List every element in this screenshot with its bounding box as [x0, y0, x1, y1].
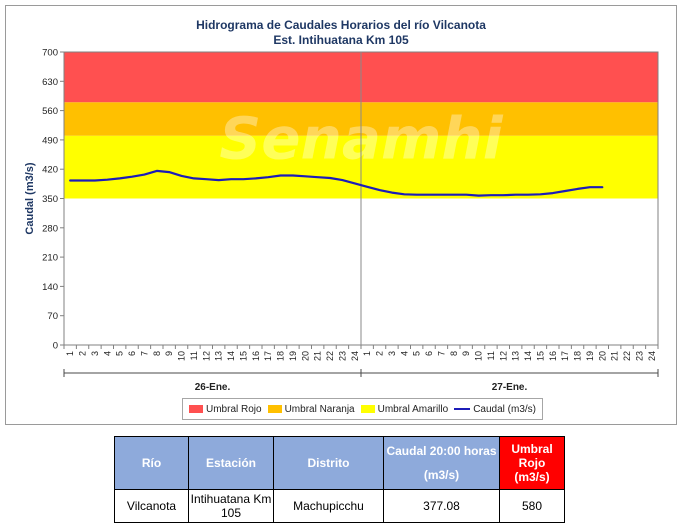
- x-tick-label: 16: [251, 351, 261, 361]
- day-label: 26-Ene.: [195, 382, 231, 393]
- legend-label-rojo: Umbral Rojo: [206, 403, 262, 415]
- y-tick-label: 70: [47, 311, 58, 322]
- x-tick-label: 1: [362, 351, 372, 356]
- x-tick-label: 17: [560, 351, 570, 361]
- legend-label-amarillo: Umbral Amarillo: [377, 403, 449, 415]
- y-tick-label: 210: [42, 253, 58, 264]
- station-info-table: Río Estación Distrito Caudal 20:00 horas…: [114, 436, 565, 523]
- y-tick-label: 560: [42, 106, 58, 117]
- x-tick-label: 18: [573, 351, 583, 361]
- x-tick-label: 22: [622, 351, 632, 361]
- legend-line-caudal: [454, 408, 471, 410]
- day-label: 27-Ene.: [492, 382, 528, 393]
- x-tick-label: 7: [139, 351, 149, 356]
- chart-title-line-1: Hidrograma de Caudales Horarios del río …: [196, 18, 486, 32]
- x-tick-label: 9: [461, 351, 471, 356]
- x-tick-label: 9: [164, 351, 174, 356]
- cell-umbral: 580: [499, 489, 565, 523]
- x-tick-label: 22: [325, 351, 335, 361]
- y-tick-label: 350: [42, 194, 58, 205]
- cell-estacion: Intihuatana Km 105: [188, 489, 274, 523]
- legend-item-umbral-amarillo: Umbral Amarillo: [360, 403, 449, 415]
- header-umbral-unit: (m3/s): [514, 470, 550, 484]
- x-tick-label: 20: [300, 351, 310, 361]
- x-tick-label: 23: [337, 351, 347, 361]
- x-tick-label: 19: [585, 351, 595, 361]
- header-caudal: Caudal 20:00 horas (m3/s): [383, 436, 500, 490]
- x-tick-label: 21: [313, 351, 323, 361]
- chart-title-line-2: Est. Intihuatana Km 105: [273, 33, 409, 47]
- x-tick-label: 15: [535, 351, 545, 361]
- legend-item-caudal: Caudal (m3/s): [454, 404, 536, 415]
- x-tick-label: 24: [647, 351, 657, 361]
- x-tick-label: 3: [387, 351, 397, 356]
- y-tick-label: 420: [42, 165, 58, 176]
- x-tick-label: 12: [201, 351, 211, 361]
- legend-swatch-rojo: [189, 405, 203, 413]
- cell-rio: Vilcanota: [114, 489, 189, 523]
- chart-title: Hidrograma de Caudales Horarios del río …: [6, 18, 676, 48]
- header-umbral-rojo: Umbral Rojo (m3/s): [499, 436, 565, 490]
- x-tick-label: 5: [412, 351, 422, 356]
- x-tick-label: 20: [597, 351, 607, 361]
- x-tick-label: 24: [350, 351, 360, 361]
- y-tick-label: 490: [42, 135, 58, 146]
- legend-swatch-naranja: [267, 405, 282, 413]
- x-tick-label: 10: [177, 351, 187, 361]
- x-tick-label: 11: [189, 351, 199, 360]
- x-tick-label: 8: [152, 351, 162, 356]
- header-estacion: Estación: [188, 436, 274, 490]
- x-tick-label: 11: [486, 351, 496, 360]
- y-tick-label: 280: [42, 223, 58, 234]
- table-header-row: Río Estación Distrito Caudal 20:00 horas…: [114, 436, 565, 490]
- cell-distrito: Machupicchu: [273, 489, 384, 523]
- x-tick-label: 14: [523, 351, 533, 361]
- x-tick-label: 21: [610, 351, 620, 361]
- watermark-text: Senamhi: [219, 105, 503, 173]
- series-line-caudal: [69, 169, 604, 197]
- header-caudal-label: Caudal 20:00 horas: [386, 444, 497, 458]
- legend-item-umbral-naranja: Umbral Naranja: [267, 403, 355, 415]
- chart-frame: Hidrograma de Caudales Horarios del río …: [5, 5, 677, 425]
- x-tick-label: 5: [115, 351, 125, 356]
- x-tick-label: 15: [238, 351, 248, 361]
- legend-item-umbral-rojo: Umbral Rojo: [189, 404, 262, 415]
- table-row: Vilcanota Intihuatana Km 105 Machupicchu…: [114, 489, 565, 523]
- legend-swatch-amarillo: [360, 405, 375, 413]
- x-tick-label: 19: [288, 351, 298, 361]
- x-tick-label: 6: [424, 351, 434, 356]
- x-tick-label: 3: [90, 351, 100, 356]
- x-tick-label: 14: [226, 351, 236, 361]
- x-tick-label: 13: [511, 351, 521, 361]
- header-rio: Río: [114, 436, 189, 490]
- y-tick-label: 140: [42, 282, 58, 293]
- hydrograph-chart: Senamhi070140210280350420490560630700Cau…: [24, 48, 659, 393]
- legend-label-naranja: Umbral Naranja: [284, 403, 355, 415]
- cell-caudal: 377.08: [383, 489, 500, 523]
- legend-label-caudal: Caudal (m3/s): [473, 403, 536, 415]
- x-tick-label: 2: [375, 351, 385, 356]
- header-distrito: Distrito: [273, 436, 384, 490]
- header-umbral-label: Umbral Rojo: [511, 442, 553, 470]
- x-tick-label: 7: [436, 351, 446, 356]
- y-tick-label: 630: [42, 77, 58, 88]
- x-tick-label: 16: [548, 351, 558, 361]
- x-tick-label: 4: [399, 351, 409, 356]
- x-tick-label: 6: [127, 351, 137, 356]
- x-tick-label: 2: [78, 351, 88, 356]
- x-tick-label: 13: [214, 351, 224, 361]
- x-tick-label: 17: [263, 351, 273, 361]
- x-tick-label: 10: [474, 351, 484, 361]
- y-tick-label: 700: [42, 48, 58, 59]
- x-tick-label: 1: [65, 351, 75, 356]
- x-tick-label: 8: [449, 351, 459, 356]
- header-caudal-unit: (m3/s): [423, 468, 460, 482]
- x-tick-label: 18: [276, 351, 286, 361]
- y-tick-label: 0: [53, 341, 58, 352]
- x-tick-label: 23: [634, 351, 644, 361]
- x-tick-label: 4: [102, 351, 112, 356]
- chart-legend: Umbral Rojo Umbral Naranja Umbral Amaril…: [182, 398, 543, 420]
- x-tick-label: 12: [498, 351, 508, 361]
- y-axis-label: Caudal (m3/s): [24, 162, 36, 234]
